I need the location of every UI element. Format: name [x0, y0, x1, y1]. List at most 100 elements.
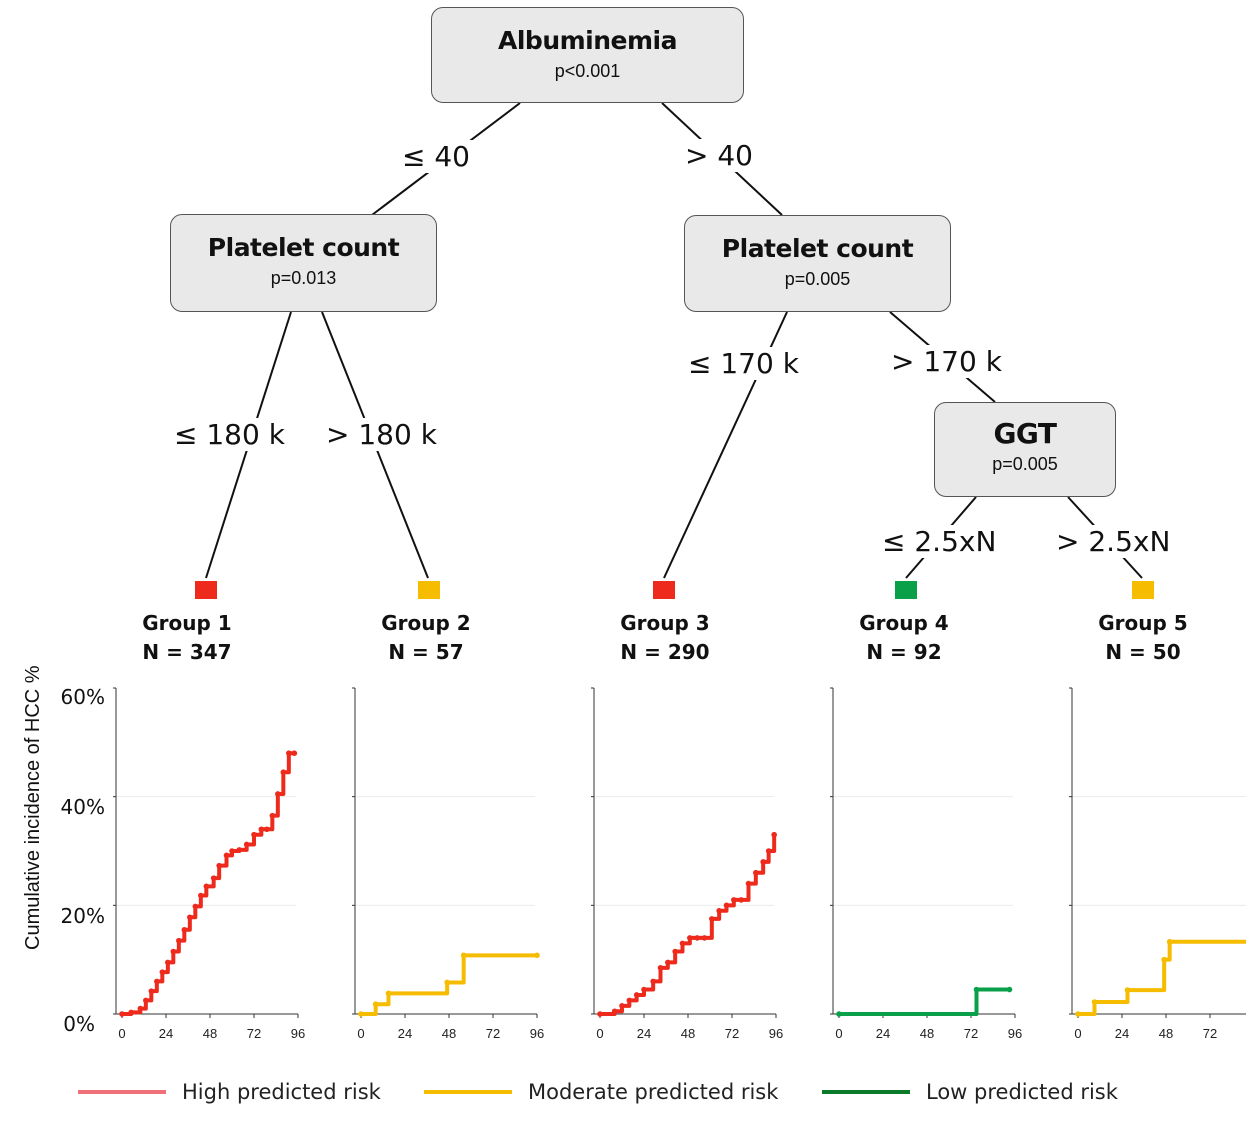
data-point: [286, 750, 292, 756]
km-chart-group-1: 0 24 48 72 96: [113, 687, 305, 1041]
x-tick-label: 72: [486, 1026, 500, 1041]
node-platelet-left: Platelet count p=0.013: [170, 214, 437, 312]
y-tick-label: 60%: [60, 685, 105, 709]
node-albuminemia: Albuminemia p<0.001: [431, 7, 744, 103]
x-tick-label: 48: [1159, 1026, 1173, 1041]
data-point: [701, 935, 708, 941]
edge-label-albumin-gt: > 40: [681, 139, 757, 172]
x-tick-label: 24: [876, 1026, 890, 1041]
node-ggt: GGT p=0.005: [934, 402, 1116, 497]
x-tick-label: 0: [118, 1026, 125, 1041]
y-tick-label: 20%: [60, 904, 105, 928]
x-tick-label: 24: [398, 1026, 412, 1041]
leaf-marker-group-5: [1132, 581, 1154, 599]
data-point: [597, 1011, 603, 1017]
series-line: [598, 832, 777, 1016]
data-point: [973, 986, 980, 993]
group-4-n: N = 92: [866, 640, 942, 664]
data-point: [534, 952, 540, 959]
data-point: [709, 916, 715, 922]
km-chart-group-2: 0 24 48 72 96: [352, 687, 544, 1041]
legend-label-low: Low predicted risk: [926, 1080, 1118, 1104]
node-title: Platelet count: [721, 234, 914, 263]
x-tick-label: 72: [725, 1026, 739, 1041]
leaf-marker-group-2: [418, 581, 440, 599]
node-title: GGT: [993, 417, 1057, 450]
data-point: [176, 937, 182, 944]
data-point: [626, 997, 633, 1004]
x-tick-label: 96: [530, 1026, 544, 1041]
data-point: [143, 997, 149, 1004]
edge-label-ggt-gt: > 2.5xN: [1052, 525, 1175, 558]
leaf-marker-group-3: [653, 581, 675, 599]
series-line: [120, 751, 297, 1016]
data-point: [1161, 956, 1167, 963]
data-point: [159, 969, 166, 975]
edge-label-albumin-le: ≤ 40: [398, 140, 474, 173]
data-point: [444, 979, 450, 986]
data-point: [236, 847, 243, 853]
data-point: [723, 902, 730, 909]
data-point: [611, 1008, 618, 1015]
series-line: [837, 987, 1012, 1016]
legend-swatch-high: [78, 1090, 166, 1094]
data-point: [251, 831, 257, 838]
node-p-value: p=0.005: [784, 269, 851, 289]
y-tick-label: 40%: [60, 795, 105, 819]
x-tick-label: 72: [247, 1026, 261, 1041]
x-tick-label: 96: [291, 1026, 305, 1041]
x-tick-label: 48: [920, 1026, 934, 1041]
x-tick-label: 24: [637, 1026, 651, 1041]
x-tick-label: 48: [681, 1026, 695, 1041]
group-2-n: N = 57: [388, 640, 464, 664]
data-point: [203, 883, 210, 890]
leaf-marker-group-4: [895, 581, 917, 599]
data-point: [258, 826, 265, 833]
data-point: [216, 862, 222, 869]
data-point: [358, 1011, 364, 1017]
group-1-name: Group 1: [142, 611, 232, 635]
data-point: [187, 914, 193, 921]
data-point: [694, 935, 700, 941]
x-tick-label: 96: [769, 1026, 783, 1041]
x-tick-label: 24: [1115, 1026, 1129, 1041]
data-point: [619, 1003, 625, 1009]
data-point: [760, 859, 766, 865]
data-point: [1006, 986, 1013, 993]
data-point: [641, 986, 647, 993]
data-point: [181, 926, 188, 933]
node-title: Platelet count: [207, 233, 400, 262]
legend-item-moderate: Moderate predicted risk: [424, 1080, 778, 1104]
data-point: [170, 948, 177, 955]
data-point: [275, 791, 281, 797]
node-p-value: p=0.013: [270, 268, 337, 288]
data-point: [836, 1011, 842, 1017]
group-3-n: N = 290: [620, 640, 710, 664]
data-point: [229, 848, 235, 854]
data-point: [738, 897, 744, 903]
data-point: [765, 848, 772, 854]
data-point: [192, 903, 199, 910]
x-tick-label: 0: [596, 1026, 603, 1041]
legend-swatch-moderate: [424, 1090, 512, 1094]
data-point: [1124, 987, 1131, 993]
data-point: [771, 831, 777, 838]
data-point: [657, 965, 664, 971]
data-point: [687, 935, 693, 941]
data-point: [731, 897, 737, 903]
data-point: [165, 959, 171, 966]
data-point: [128, 1009, 134, 1016]
y-axis-label: Cumulative incidence of HCC %: [22, 665, 44, 950]
data-point: [280, 769, 287, 776]
node-title: Albuminemia: [498, 26, 677, 55]
group-4-name: Group 4: [859, 611, 949, 635]
legend-item-low: Low predicted risk: [822, 1080, 1118, 1104]
legend-item-high: High predicted risk: [78, 1080, 381, 1104]
data-point: [198, 892, 204, 899]
edge-label-ggt-le: ≤ 2.5xN: [878, 525, 1001, 558]
data-point: [119, 1011, 125, 1017]
x-tick-label: 0: [357, 1026, 364, 1041]
data-point: [679, 940, 686, 947]
group-2-name: Group 2: [381, 611, 471, 635]
